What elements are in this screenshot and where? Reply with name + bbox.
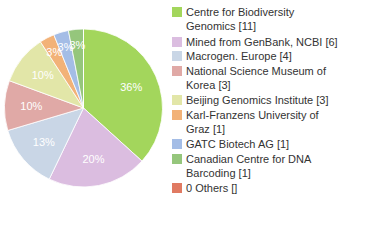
legend-entry: Beijing Genomics Institute [3] <box>172 93 372 107</box>
data-label: 13% <box>33 136 55 148</box>
legend-swatch <box>172 110 182 120</box>
data-label: 36% <box>120 81 142 93</box>
data-label: 10% <box>20 100 42 112</box>
legend-label: National Science Museum of Korea [3] <box>186 64 338 93</box>
legend-entry: Canadian Centre for DNA Barcoding [1] <box>172 152 372 181</box>
legend-swatch <box>172 183 182 193</box>
legend-swatch <box>172 95 182 105</box>
data-label: 3% <box>69 39 85 51</box>
chart: 36%20%13%10%10%3%3%3%Centre for Biodiver… <box>0 0 380 240</box>
data-label: 20% <box>82 153 104 165</box>
legend-entry: 0 Others [] <box>172 181 372 195</box>
legend-swatch <box>172 7 182 17</box>
legend-swatch <box>172 37 182 47</box>
legend-entry: Centre for Biodiversity Genomics [11] <box>172 5 372 34</box>
legend-label: Centre for Biodiversity Genomics [11] <box>186 5 338 34</box>
legend-entry: Macrogen. Europe [4] <box>172 49 372 63</box>
legend-entry: Karl-Franzens University of Graz [1] <box>172 108 372 137</box>
legend-swatch <box>172 139 182 149</box>
legend-entry: Mined from GenBank, NCBI [6] <box>172 35 372 49</box>
legend-swatch <box>172 66 182 76</box>
legend-label: Macrogen. Europe [4] <box>186 49 338 63</box>
legend-label: Canadian Centre for DNA Barcoding [1] <box>186 152 338 181</box>
legend-swatch <box>172 51 182 61</box>
legend-label: Beijing Genomics Institute [3] <box>186 93 338 107</box>
legend-label: GATC Biotech AG [1] <box>186 137 338 151</box>
legend-entry: GATC Biotech AG [1] <box>172 137 372 151</box>
legend-label: Mined from GenBank, NCBI [6] <box>186 35 338 49</box>
pie-area: 36%20%13%10%10%3%3%3% <box>0 0 170 240</box>
legend-label: Karl-Franzens University of Graz [1] <box>186 108 338 137</box>
legend-entry: National Science Museum of Korea [3] <box>172 64 372 93</box>
legend-label: 0 Others [] <box>186 181 338 195</box>
data-label: 10% <box>32 69 54 81</box>
legend-swatch <box>172 154 182 164</box>
